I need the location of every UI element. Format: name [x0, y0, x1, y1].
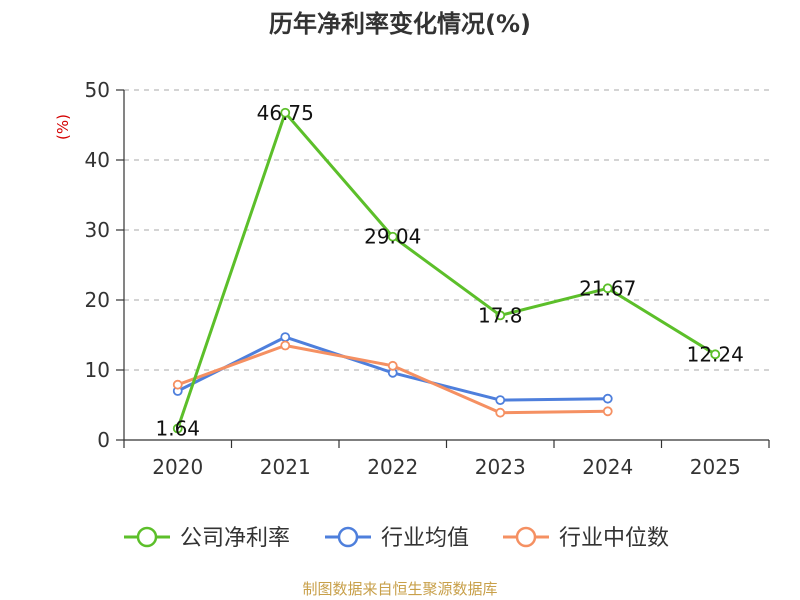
- series-lines: [172, 107, 721, 434]
- y-tick-label: 40: [85, 148, 110, 172]
- data-point: [602, 406, 613, 417]
- y-tick-label: 10: [85, 358, 110, 382]
- x-tick-label: 2024: [582, 455, 633, 479]
- data-point: [710, 349, 721, 360]
- legend-marker: [337, 526, 359, 548]
- x-tick-label: 2021: [260, 455, 311, 479]
- source-note: 制图数据来自恒生聚源数据库: [302, 580, 497, 598]
- data-point: [280, 340, 291, 351]
- data-point: [172, 379, 183, 390]
- data-point: [387, 231, 398, 242]
- data-labels: 1.64 46.75 29.04 17.8 21.67 12.24: [155, 101, 743, 441]
- legend-marker: [136, 526, 158, 548]
- y-tick-label: 20: [85, 288, 110, 312]
- data-label: 17.8: [478, 303, 523, 327]
- data-label: 1.64: [155, 417, 200, 441]
- y-tick-label: 50: [85, 78, 110, 102]
- data-point: [280, 332, 291, 343]
- legend-label: 行业均值: [381, 526, 469, 551]
- legend-label: 公司净利率: [180, 526, 290, 551]
- data-point: [495, 395, 506, 406]
- data-point: [387, 360, 398, 371]
- axes: 0 10 20 30 40 50 2020 2021 2022 2023 2024 2025: [85, 78, 770, 479]
- x-tick-label: 2025: [690, 455, 741, 479]
- data-point: [602, 393, 613, 404]
- legend: 公司净利率 行业均值 行业中位数: [124, 526, 669, 551]
- series-line-0: [176, 111, 717, 430]
- x-tick-label: 2023: [475, 455, 526, 479]
- data-label: 21.67: [579, 276, 636, 300]
- y-axis-unit: (%): [54, 114, 72, 140]
- legend-item-0[interactable]: 公司净利率: [124, 526, 290, 551]
- y-tick-label: 0: [97, 428, 110, 452]
- x-tick-label: 2020: [152, 455, 203, 479]
- grid-lines: [124, 89, 769, 371]
- legend-item-1[interactable]: 行业均值: [325, 526, 469, 551]
- legend-label: 行业中位数: [559, 526, 669, 551]
- data-point: [602, 283, 613, 294]
- legend-item-2[interactable]: 行业中位数: [503, 526, 669, 551]
- data-label: 29.04: [364, 225, 421, 249]
- data-point: [495, 407, 506, 418]
- series-line-2: [177, 344, 608, 415]
- x-tick-label: 2022: [367, 455, 418, 479]
- data-point: [280, 107, 291, 118]
- data-point: [172, 423, 183, 434]
- data-label: 12.24: [687, 342, 744, 366]
- data-point: [495, 310, 506, 321]
- y-tick-label: 30: [85, 218, 110, 242]
- chart-title: 历年净利率变化情况(%): [269, 10, 531, 38]
- legend-marker: [515, 526, 537, 548]
- data-label: 46.75: [257, 101, 314, 125]
